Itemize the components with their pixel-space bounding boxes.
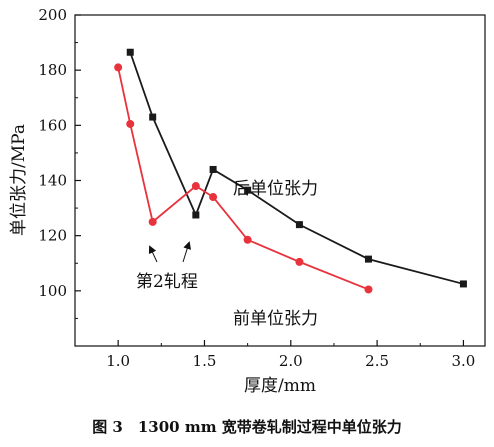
series-line-2 [117,67,369,291]
data-point-square [126,48,134,56]
x-tick-label: 1.0 [106,352,130,370]
data-point-square [244,186,252,194]
annotation-front-tension: 前单位张力 [233,309,318,329]
y-tick-label: 160 [38,116,67,134]
x-axis-label: 厚度/mm [244,376,316,396]
callout-arrows [148,241,192,263]
callout-arrow-left [148,245,158,263]
data-point-circle [126,119,135,128]
data-point-circle [114,63,123,72]
y-tick-label: 140 [38,172,67,190]
y-axis-label: 单位张力/MPa [9,124,29,236]
series-line-1 [129,51,464,285]
annotation-rear-tension: 后单位张力 [233,179,318,199]
data-point-circle [191,182,200,191]
data-point-square [149,113,157,121]
data-point-square [295,221,303,229]
data-point-square [459,280,467,288]
data-point-circle [148,217,157,226]
data-point-square [192,211,200,219]
x-tick-label: 2.0 [279,352,303,370]
y-tick-label: 120 [38,227,67,245]
callout-arrow-right [182,241,192,263]
x-tick-label: 3.0 [451,352,475,370]
x-tick-label: 1.5 [193,352,217,370]
y-tick-label: 100 [38,282,67,300]
data-point-square [209,165,217,173]
annotation-second-pass: 第2轧程 [136,272,198,292]
y-tick-label: 200 [38,6,67,24]
x-tick-label: 2.5 [365,352,389,370]
series-layer [114,48,467,294]
data-point-circle [243,235,252,244]
y-tick-label: 180 [38,61,67,79]
data-point-circle [209,193,218,202]
y-axis-ticks: 100 120 140 160 180 200 [38,6,81,319]
data-point-square [364,255,372,263]
data-point-circle [364,285,373,294]
x-axis-ticks: 1.0 1.5 2.0 2.5 3.0 [106,340,475,370]
figure-caption: 图 3 1300 mm 宽带卷轧制过程中单位张力 [92,418,402,436]
data-point-circle [295,257,304,266]
